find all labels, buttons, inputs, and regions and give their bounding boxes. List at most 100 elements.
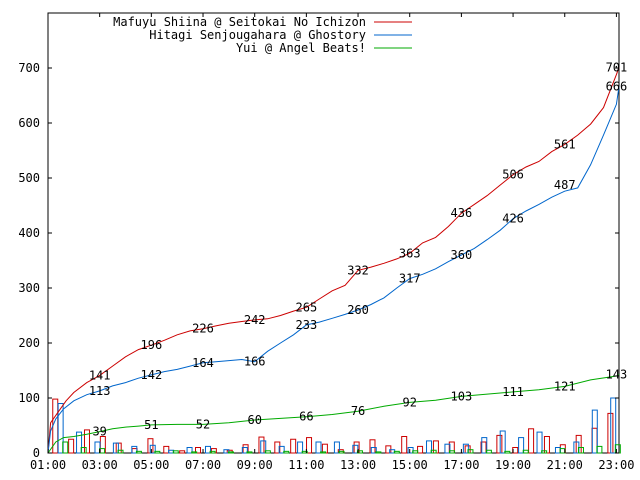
data-label: 66 xyxy=(299,410,313,424)
bar xyxy=(274,441,281,454)
bar xyxy=(306,437,313,454)
legend-entry-label: Yui @ Angel Beats! xyxy=(236,41,366,55)
bar xyxy=(485,449,492,454)
bar xyxy=(209,450,216,454)
bar xyxy=(504,450,511,454)
data-label: 436 xyxy=(451,206,473,220)
data-label: 226 xyxy=(192,322,214,336)
y-tick-label: 100 xyxy=(18,391,40,405)
bar xyxy=(83,429,90,454)
data-label: 666 xyxy=(606,80,628,94)
data-label: 111 xyxy=(502,385,524,399)
bar xyxy=(541,450,548,454)
bar xyxy=(246,451,253,454)
bar xyxy=(68,438,75,454)
bar xyxy=(283,450,290,454)
data-label: 141 xyxy=(89,368,111,382)
bar xyxy=(577,447,584,454)
data-label: 233 xyxy=(296,318,318,332)
data-label: 51 xyxy=(144,418,158,432)
bar xyxy=(499,430,506,454)
data-label: 265 xyxy=(296,300,318,314)
legend: Mafuyu Shiina @ Seitokai No IchizonHitag… xyxy=(113,15,412,55)
data-label: 487 xyxy=(554,178,576,192)
bar xyxy=(135,450,142,454)
bar xyxy=(264,450,271,454)
y-tick-label: 700 xyxy=(18,61,40,75)
bar xyxy=(191,451,198,454)
legend-entry-label: Mafuyu Shiina @ Seitokai No Ichizon xyxy=(113,15,366,29)
bar xyxy=(210,448,217,454)
bar xyxy=(369,439,376,454)
bar xyxy=(320,451,327,454)
bar xyxy=(204,445,211,454)
bar xyxy=(57,403,64,454)
data-label: 103 xyxy=(451,389,473,403)
x-tick-label: 21:00 xyxy=(547,458,583,472)
series-layer xyxy=(47,67,620,454)
bar xyxy=(112,442,119,454)
x-tick-label: 11:00 xyxy=(288,458,324,472)
y-tick-label: 0 xyxy=(33,446,40,460)
bar xyxy=(522,449,529,454)
bar xyxy=(417,445,424,454)
x-tick-label: 13:00 xyxy=(340,458,376,472)
bar xyxy=(401,436,408,454)
data-label: 317 xyxy=(399,272,421,286)
bar xyxy=(172,450,179,454)
bar xyxy=(610,397,617,454)
data-label: 426 xyxy=(502,212,524,226)
data-label: 196 xyxy=(141,338,163,352)
bar xyxy=(528,428,535,454)
bar xyxy=(393,450,400,454)
plot-area-frame xyxy=(47,12,620,454)
bar xyxy=(370,447,377,454)
series-line-1 xyxy=(47,67,620,454)
data-label: 242 xyxy=(244,313,266,327)
bar xyxy=(449,450,456,454)
bar xyxy=(430,449,437,454)
x-tick-label: 05:00 xyxy=(133,458,169,472)
data-label: 332 xyxy=(347,263,369,277)
y-tick-label: 500 xyxy=(18,171,40,185)
y-tick-label: 600 xyxy=(18,116,40,130)
y-tick-label: 300 xyxy=(18,281,40,295)
bar xyxy=(149,444,156,454)
data-label: 92 xyxy=(402,395,416,409)
bar xyxy=(117,449,124,454)
bar xyxy=(481,437,488,454)
bar xyxy=(333,441,340,454)
bar xyxy=(76,431,83,454)
data-label: 52 xyxy=(196,417,210,431)
series-line-3 xyxy=(47,373,620,454)
bar-layer xyxy=(52,397,621,454)
bar xyxy=(536,431,543,454)
bar xyxy=(62,441,69,454)
data-label: 260 xyxy=(347,303,369,317)
bar xyxy=(412,450,419,454)
bar xyxy=(154,450,161,454)
data-label: 363 xyxy=(399,246,421,260)
x-tick-label: 23:00 xyxy=(598,458,634,472)
bar xyxy=(258,436,265,454)
bar xyxy=(315,441,322,454)
x-tick-label: 19:00 xyxy=(495,458,531,472)
bar xyxy=(290,438,297,454)
bar xyxy=(301,450,308,454)
bar xyxy=(163,445,170,454)
x-tick-label: 07:00 xyxy=(185,458,221,472)
data-label: 360 xyxy=(451,248,473,262)
x-tick-label: 17:00 xyxy=(443,458,479,472)
data-label: 39 xyxy=(92,425,106,439)
bar xyxy=(297,441,304,454)
bar xyxy=(94,441,101,454)
bar xyxy=(223,449,230,454)
bar xyxy=(131,445,138,454)
data-label: 121 xyxy=(554,379,576,393)
bar xyxy=(462,443,469,454)
x-tick-label: 01:00 xyxy=(30,458,66,472)
data-label: 76 xyxy=(351,404,365,418)
data-label: 701 xyxy=(606,60,628,74)
bar xyxy=(228,451,235,454)
y-tick-label: 200 xyxy=(18,336,40,350)
